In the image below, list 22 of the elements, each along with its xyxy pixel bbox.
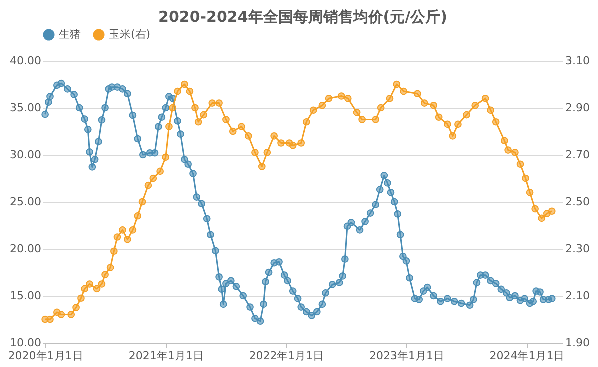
x-tick-label: 2020年1月1日 xyxy=(8,350,84,362)
legend-label: 生猪 xyxy=(59,28,81,41)
x-tick-label: 2024年1月1日 xyxy=(490,350,565,362)
y-tick-label: 40.00 xyxy=(10,54,42,68)
y-tick-label: 35.00 xyxy=(10,102,42,114)
y-tick-label: 15.00 xyxy=(10,290,42,302)
x-tick-label: 2022年1月1日 xyxy=(249,350,324,362)
y-tick-label: 20.00 xyxy=(10,242,42,256)
y2-tick-label: 2.30 xyxy=(566,242,590,256)
y2-tick-label: 2.10 xyxy=(566,290,590,302)
y2-tick-label: 1.90 xyxy=(566,336,590,350)
y-tick-label: 10.00 xyxy=(10,336,42,350)
legend-label: 玉米(右) xyxy=(109,28,151,41)
y2-tick-label: 2.50 xyxy=(566,196,590,208)
chart-title: 2020-2024年全国每周销售均价(元/公斤) xyxy=(158,8,448,26)
x-tick-label: 2021年1月1日 xyxy=(128,350,204,362)
y2-tick-label: 3.10 xyxy=(566,54,590,68)
y2-tick-label: 2.90 xyxy=(566,102,590,114)
y2-tick-label: 2.70 xyxy=(566,148,590,162)
x-tick-label: 2023年1月1日 xyxy=(369,350,444,362)
y-tick-label: 25.00 xyxy=(10,196,42,208)
y-tick-label: 30.00 xyxy=(10,148,42,162)
